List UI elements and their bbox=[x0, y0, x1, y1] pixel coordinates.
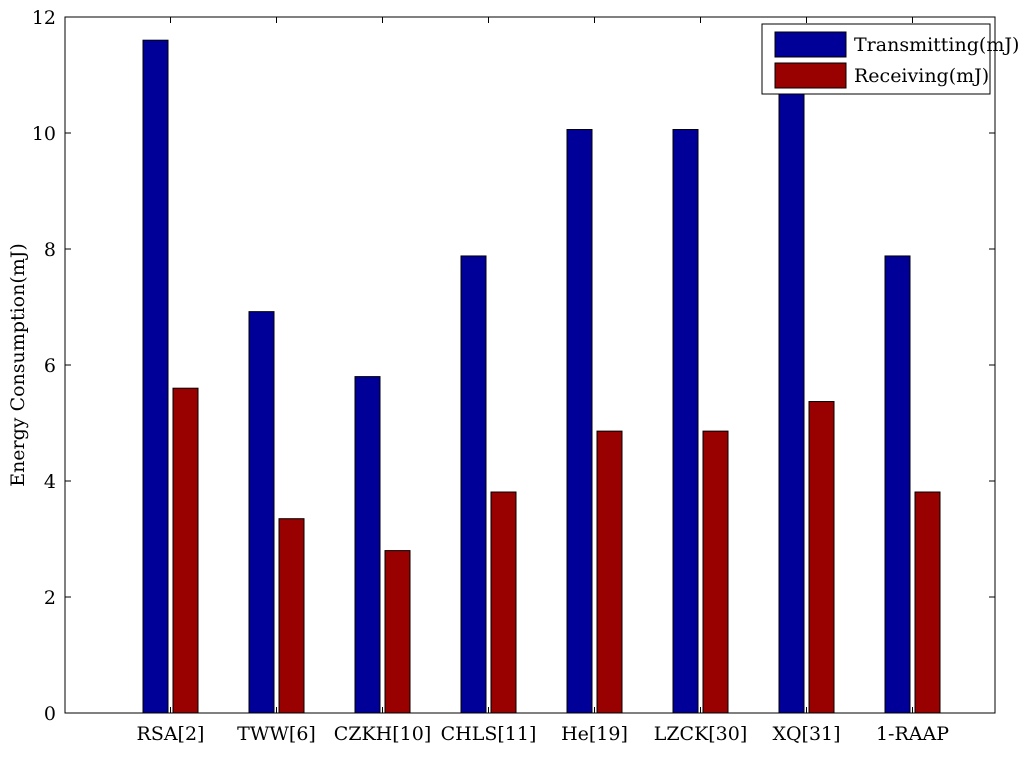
x-tick-label: CZKH[10] bbox=[334, 723, 432, 745]
bars bbox=[142, 39, 941, 714]
x-axis: RSA[2] TWW[6] CZKH[10] CHLS[11] He[19] LZCK[3… bbox=[137, 17, 949, 745]
bar-transmitting bbox=[884, 255, 911, 714]
legend-label: Receiving(mJ) bbox=[854, 65, 989, 87]
bar-receiving bbox=[702, 430, 729, 714]
bar-receiving bbox=[808, 401, 835, 714]
y-tick-label: 2 bbox=[44, 587, 56, 609]
bar-transmitting bbox=[248, 311, 275, 714]
bar-receiving bbox=[384, 550, 411, 714]
y-tick-label: 0 bbox=[44, 703, 56, 725]
legend: Transmitting(mJ) Receiving(mJ) bbox=[761, 23, 1019, 95]
y-tick-label: 10 bbox=[32, 123, 56, 145]
bar-transmitting bbox=[778, 74, 805, 714]
bar-receiving bbox=[490, 491, 517, 714]
x-tick-label: He[19] bbox=[561, 723, 628, 745]
x-tick-label: XQ[31] bbox=[772, 723, 840, 745]
legend-label: Transmitting(mJ) bbox=[854, 34, 1019, 56]
bar-transmitting bbox=[672, 129, 699, 714]
y-tick-label: 12 bbox=[32, 7, 56, 29]
y-tick-label: 6 bbox=[44, 355, 56, 377]
bar-transmitting bbox=[460, 255, 487, 714]
bar-transmitting bbox=[354, 376, 381, 714]
x-tick-label: TWW[6] bbox=[237, 723, 316, 745]
bar-receiving bbox=[278, 518, 305, 714]
x-tick-label: CHLS[11] bbox=[441, 723, 537, 745]
bar-transmitting bbox=[566, 129, 593, 714]
x-tick-label: 1-RAAP bbox=[876, 723, 949, 745]
x-tick-label: RSA[2] bbox=[137, 723, 205, 745]
y-axis: 0 2 4 6 8 10 12 bbox=[32, 7, 995, 725]
plot-frame bbox=[64, 16, 996, 714]
y-tick-label: 8 bbox=[44, 239, 56, 261]
x-tick-label: LZCK[30] bbox=[654, 723, 748, 745]
legend-swatch bbox=[774, 62, 847, 89]
y-tick-label: 4 bbox=[44, 471, 56, 493]
bar-receiving bbox=[596, 430, 623, 714]
bar-receiving bbox=[172, 387, 199, 714]
bar-receiving bbox=[914, 491, 941, 714]
y-axis-label: Energy Consumption(mJ) bbox=[7, 243, 29, 487]
legend-swatch bbox=[774, 31, 847, 58]
bar-transmitting bbox=[142, 39, 169, 714]
